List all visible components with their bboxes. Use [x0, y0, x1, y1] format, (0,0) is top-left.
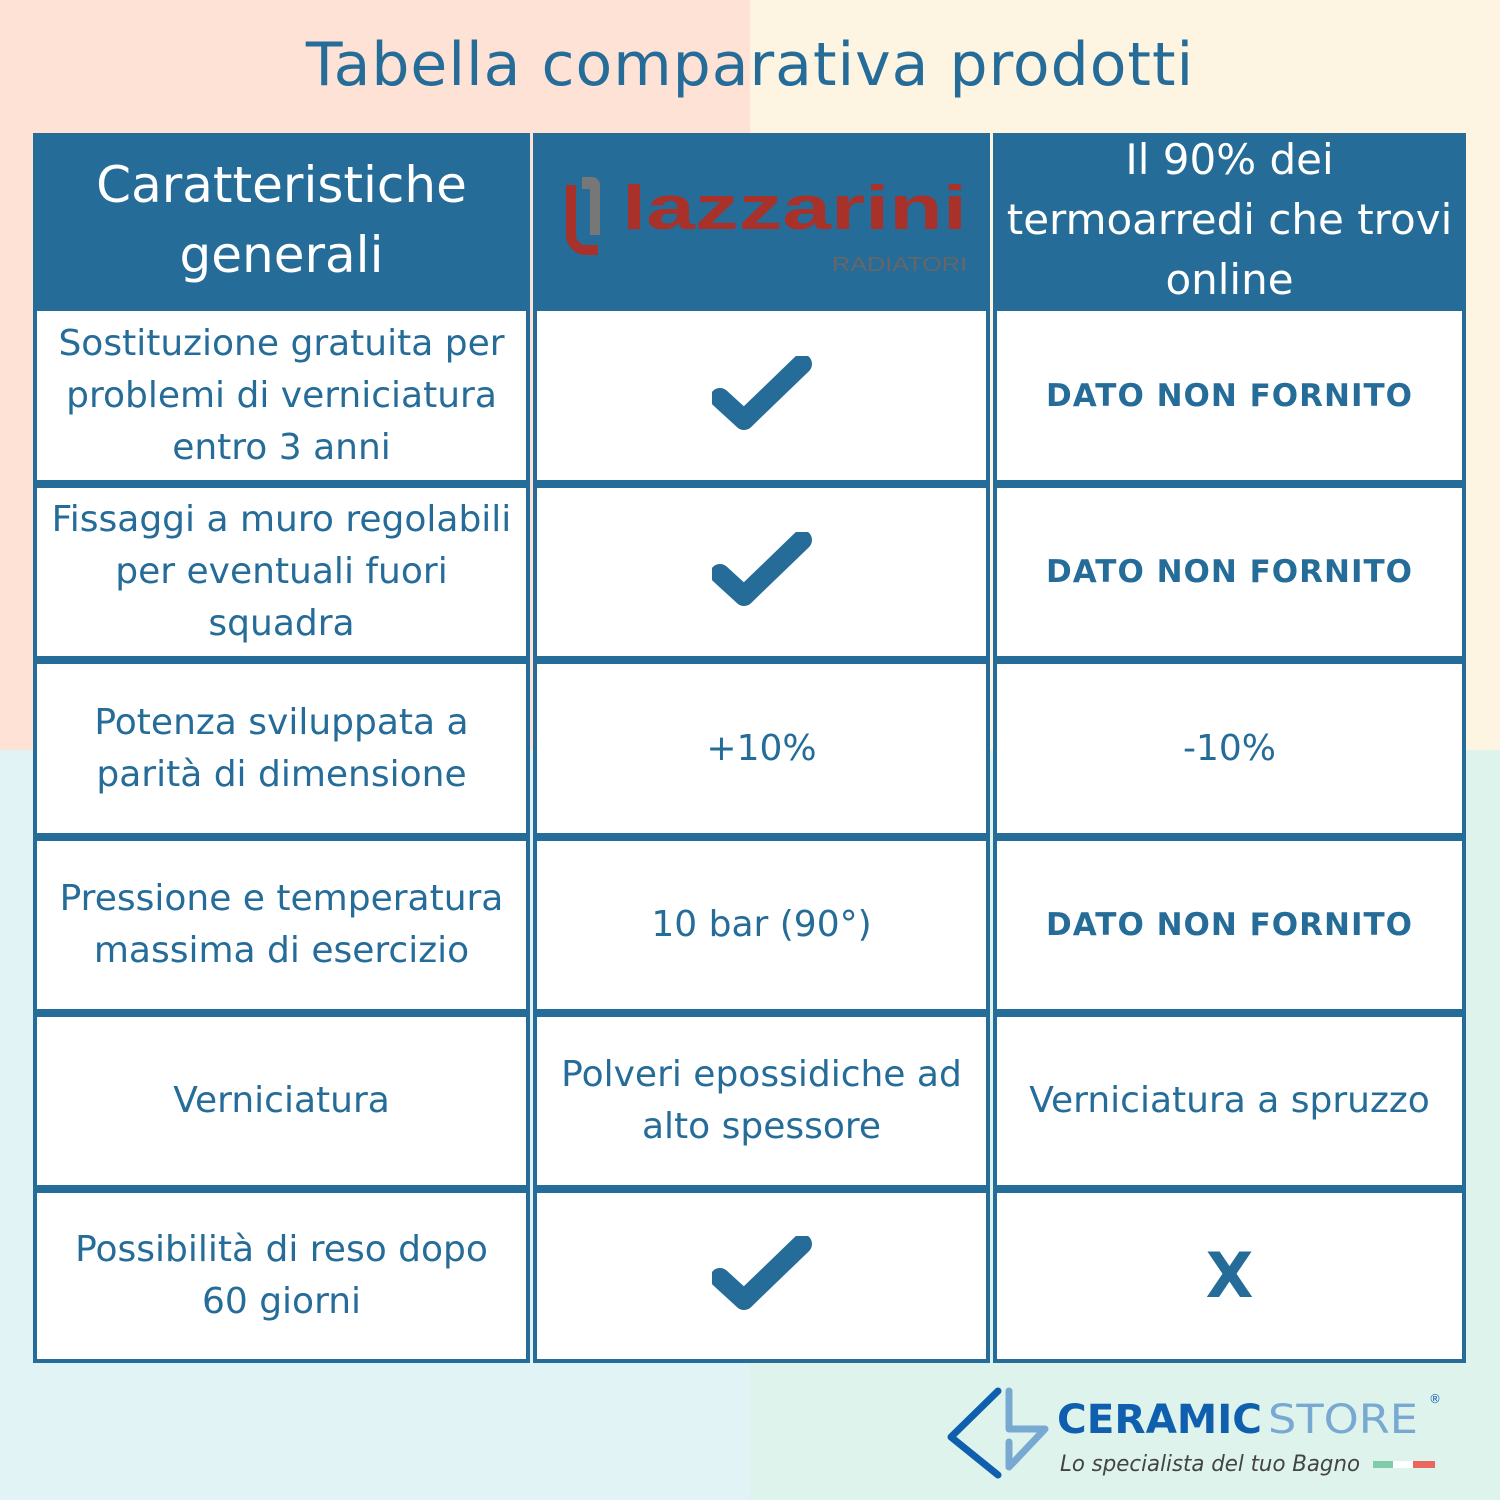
registered-mark: ® — [1429, 1392, 1441, 1406]
table-cell-lazzarini: Polveri epossidiche ad alto spessore — [533, 1013, 990, 1189]
table-cell-lazzarini — [533, 1189, 990, 1363]
cell-text: Polveri epossidiche ad alto spessore — [561, 1054, 962, 1147]
cell-text: 10 bar (90°) — [651, 904, 872, 945]
cell-text: DATO NON FORNITO — [1045, 377, 1414, 414]
cell-text: DATO NON FORNITO — [1045, 907, 1414, 943]
table-cell-feature: Sostituzione gratuita per problemi di ve… — [33, 307, 530, 484]
lazzarini-logo-text: lazzarini — [622, 174, 967, 243]
table-cell-others: -10% — [993, 660, 1466, 837]
table-cell-feature: Verniciatura — [33, 1013, 530, 1189]
header-features: Caratteristiche generali — [33, 133, 530, 307]
header-others: Il 90% dei termoarredi che trovi online — [993, 133, 1466, 307]
cell-text: Verniciatura — [173, 1080, 390, 1121]
comparison-table: Caratteristiche generali lazzarini RADIA… — [33, 133, 1466, 1363]
table-cell-others: DATO NON FORNITO — [993, 307, 1466, 484]
table-cell-lazzarini: 10 bar (90°) — [533, 837, 990, 1013]
table-cell-others: Verniciatura a spruzzo — [993, 1013, 1466, 1189]
page-title: Tabella comparativa prodotti — [305, 30, 1195, 100]
table-cell-lazzarini: +10% — [533, 660, 990, 837]
table-cell-feature: Possibilità di reso dopo 60 giorni — [33, 1189, 530, 1363]
brand-tagline: Lo specialista del tuo Bagno — [1060, 1452, 1360, 1477]
checkmark-icon — [711, 532, 812, 606]
table-cell-feature: Pressione e temperatura massima di eserc… — [33, 837, 530, 1013]
table-cell-lazzarini — [533, 307, 990, 484]
table-cell-others: DATO NON FORNITO — [993, 484, 1466, 660]
checkmark-icon — [711, 355, 812, 430]
cell-text: Potenza sviluppata a parità di dimension… — [94, 701, 469, 795]
x-icon: X — [1205, 1239, 1254, 1312]
table-cell-others: DATO NON FORNITO — [993, 837, 1466, 1013]
cell-text: Pressione e temperatura massima di eserc… — [59, 878, 504, 971]
table-cell-lazzarini — [533, 484, 990, 660]
table-cell-feature: Potenza sviluppata a parità di dimension… — [33, 660, 530, 837]
lazzarini-logo-subtext: RADIATORI — [832, 254, 967, 275]
cell-text: -10% — [1182, 727, 1276, 769]
checkmark-icon — [711, 1236, 812, 1310]
table-cell-others: X — [993, 1189, 1466, 1363]
cell-text: DATO NON FORNITO — [1045, 554, 1414, 590]
cell-text: Fissaggi a muro regolabili per eventuali… — [51, 499, 512, 644]
brand-name-a: CERAMIC — [1057, 1397, 1262, 1443]
cell-text: Verniciatura a spruzzo — [1029, 1080, 1430, 1121]
cell-text: Sostituzione gratuita per problemi di ve… — [58, 322, 505, 468]
table-cell-feature: Fissaggi a muro regolabili per eventuali… — [33, 484, 530, 660]
header-lazzarini-logo: lazzarini RADIATORI — [533, 133, 990, 307]
brand-name-b: STORE — [1268, 1397, 1418, 1443]
cell-text: +10% — [706, 727, 817, 769]
lazzarini-logo: lazzarini RADIATORI — [565, 174, 967, 275]
cell-text: Possibilità di reso dopo 60 giorni — [75, 1229, 488, 1322]
ceramicstore-logo: CERAMIC STORE ® Lo specialista del tuo B… — [945, 1385, 1455, 1480]
